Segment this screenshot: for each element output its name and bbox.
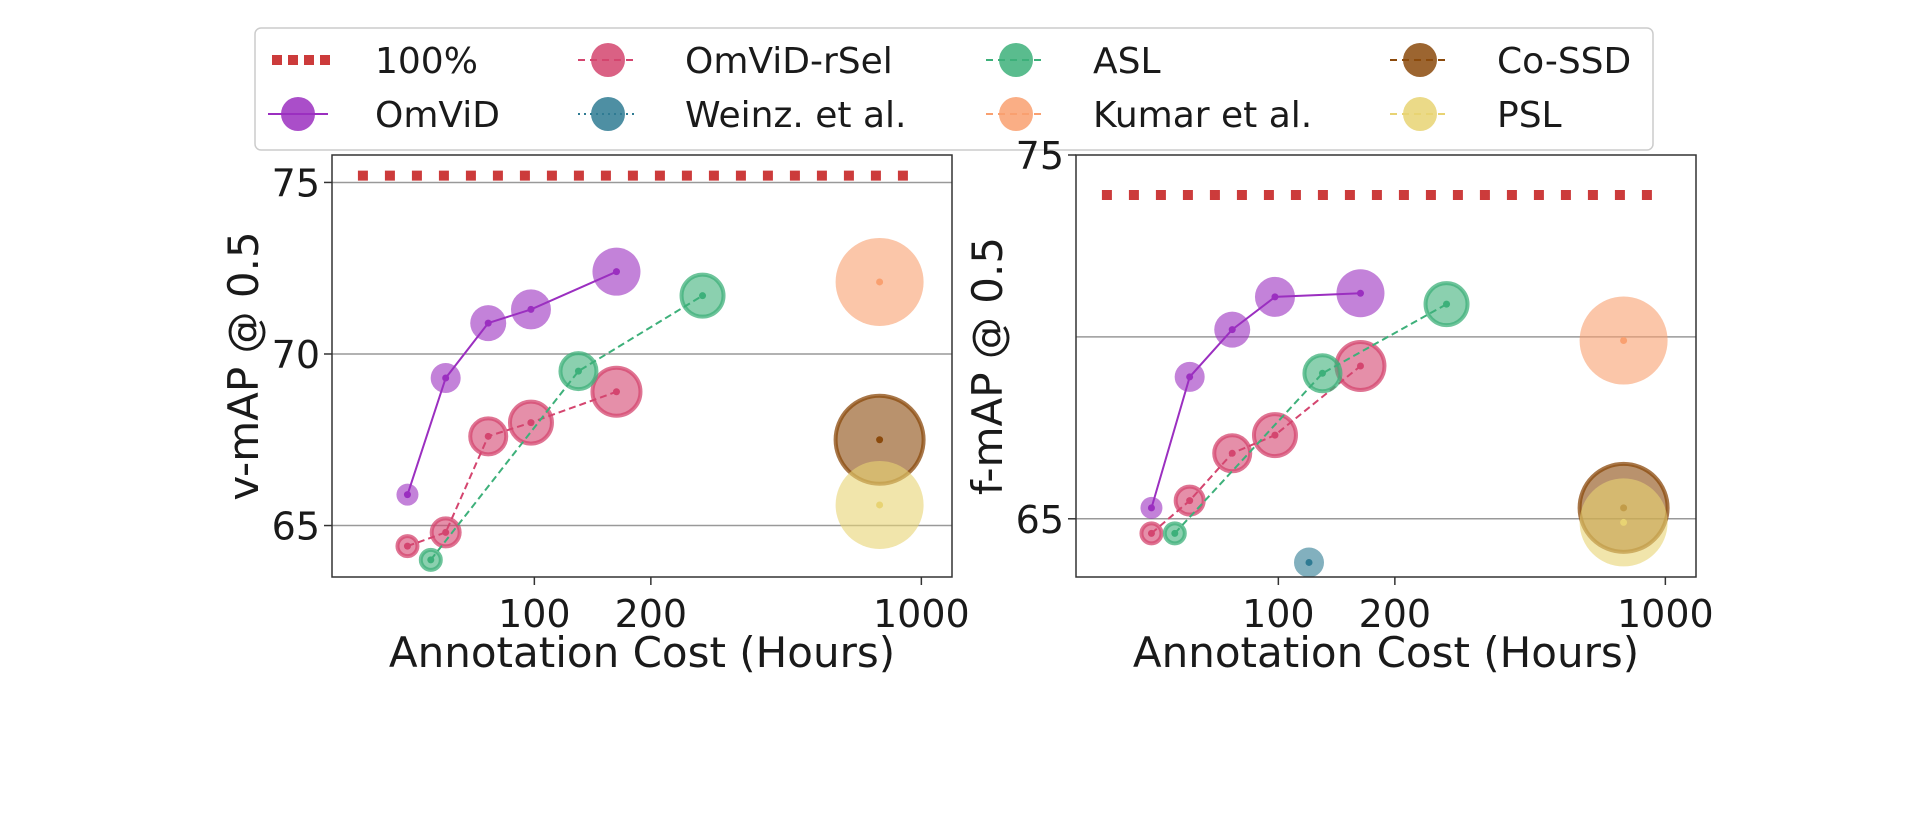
legend-entry-cossd: Co-SSD (1390, 41, 1631, 82)
left-plot-frame (331, 154, 953, 578)
center-dot-psl-0 (876, 501, 884, 509)
y-tick-label-70: 70 (272, 333, 320, 377)
series-omvid (1140, 269, 1385, 519)
right-panel: 100 200 1000 65 75 Annotation Cost (Hours) f… (963, 134, 1714, 677)
left-ticks: 100 200 1000 65 70 75 (272, 161, 970, 636)
center-dot-cossd-0 (876, 436, 884, 444)
series-asl (418, 272, 726, 572)
left-y-axis-label: v-mAP @ 0.5 (219, 231, 268, 500)
line-omvid (1150, 292, 1361, 509)
legend-marker (999, 97, 1033, 131)
legend-entries: 100% OmViD OmViD-rSel Weinz. et al. ASL Kumar… (268, 41, 1631, 136)
left-panel: 100 200 1000 65 70 75 Annotation Cost (Hours)… (219, 154, 970, 677)
center-dot-kumar-0 (1620, 337, 1628, 345)
center-dot-omvid_rsel-1 (442, 528, 450, 536)
legend-label-omvid: OmViD (375, 95, 500, 136)
center-dot-omvid_rsel-2 (1228, 449, 1236, 457)
center-dot-asl-0 (1171, 529, 1179, 537)
center-dot-omvid_rsel-0 (403, 542, 411, 550)
line-asl (430, 294, 704, 561)
center-dot-omvid-4 (612, 268, 620, 276)
center-dot-asl-2 (699, 292, 707, 300)
y-tick-label-65: 65 (272, 505, 320, 549)
legend-entry-omvid: OmViD (268, 95, 500, 136)
x-tick-label-200: 200 (615, 592, 688, 636)
legend-label-asl: ASL (1093, 41, 1161, 82)
center-dot-asl-1 (1318, 369, 1326, 377)
x-tick-label-200: 200 (1359, 592, 1432, 636)
series-psl (1579, 478, 1668, 567)
center-dot-omvid_rsel-1 (1186, 497, 1194, 505)
legend-entry-psl: PSL (1390, 95, 1562, 136)
legend-label-full: 100% (375, 41, 478, 82)
legend-entry-asl: ASL (986, 41, 1161, 82)
center-dot-weinz-0 (1305, 558, 1313, 566)
legend-marker-square (272, 55, 282, 65)
legend: 100% OmViD OmViD-rSel Weinz. et al. ASL Kumar… (254, 27, 1654, 151)
y-tick-label-65: 65 (1016, 498, 1064, 542)
x-tick-label-100: 100 (498, 592, 571, 636)
right-ticks: 100 200 1000 65 75 (1016, 134, 1714, 636)
legend-label-omvid_rsel: OmViD-rSel (685, 41, 893, 82)
center-dot-omvid-1 (442, 374, 450, 382)
series-kumar (1579, 296, 1668, 385)
x-tick-label-1000: 1000 (873, 592, 970, 636)
center-dot-omvid_rsel-3 (1271, 431, 1279, 439)
series-weinz (1293, 547, 1324, 578)
legend-marker-square (288, 55, 298, 65)
legend-marker-square (304, 55, 314, 65)
series-omvid_rsel (1139, 340, 1387, 546)
left-marks (357, 170, 926, 572)
center-dot-omvid-3 (1271, 293, 1279, 301)
line-asl (1174, 303, 1447, 534)
legend-entry-full: 100% (272, 41, 478, 82)
center-dot-omvid-2 (1228, 326, 1236, 334)
series-psl (835, 460, 924, 549)
series-omvid (396, 247, 641, 506)
center-dot-kumar-0 (876, 278, 884, 286)
center-dot-omvid_rsel-2 (484, 432, 492, 440)
right-plot-frame (1075, 154, 1697, 578)
center-dot-omvid_rsel-4 (612, 388, 620, 396)
right-x-axis-label: Annotation Cost (Hours) (1133, 628, 1639, 677)
legend-marker (999, 43, 1033, 77)
legend-label-cossd: Co-SSD (1497, 41, 1631, 82)
y-tick-label-75: 75 (272, 161, 320, 205)
center-dot-asl-1 (574, 367, 582, 375)
legend-marker (1403, 43, 1437, 77)
legend-marker-square (320, 55, 330, 65)
center-dot-omvid-0 (1147, 504, 1155, 512)
legend-marker (1403, 97, 1437, 131)
series-omvid_rsel (395, 365, 643, 559)
legend-label-weinz: Weinz. et al. (685, 95, 906, 136)
center-dot-asl-2 (1443, 300, 1451, 308)
legend-marker (591, 43, 625, 77)
center-dot-omvid-1 (1186, 373, 1194, 381)
legend-label-psl: PSL (1497, 95, 1562, 136)
right-y-axis-label: f-mAP @ 0.5 (963, 237, 1012, 495)
center-dot-omvid-4 (1356, 289, 1364, 297)
center-dot-omvid-2 (484, 319, 492, 327)
center-dot-omvid_rsel-4 (1356, 362, 1364, 370)
legend-marker (281, 97, 315, 131)
x-tick-label-100: 100 (1242, 592, 1315, 636)
center-dot-omvid_rsel-3 (527, 419, 535, 427)
center-dot-omvid-0 (403, 491, 411, 499)
legend-entry-omvid_rsel: OmViD-rSel (578, 41, 893, 82)
legend-entry-kumar: Kumar et al. (986, 95, 1312, 136)
series-kumar (835, 237, 924, 326)
center-dot-omvid-3 (527, 305, 535, 313)
legend-entry-weinz: Weinz. et al. (578, 95, 906, 136)
y-tick-label-75: 75 (1016, 134, 1064, 178)
center-dot-asl-0 (427, 556, 435, 564)
x-tick-label-1000: 1000 (1617, 592, 1714, 636)
right-marks (1101, 190, 1670, 578)
center-dot-omvid_rsel-0 (1147, 529, 1155, 537)
legend-label-kumar: Kumar et al. (1093, 95, 1312, 136)
center-dot-psl-0 (1620, 518, 1628, 526)
legend-marker (591, 97, 625, 131)
series-asl (1162, 281, 1470, 546)
left-x-axis-label: Annotation Cost (Hours) (389, 628, 895, 677)
